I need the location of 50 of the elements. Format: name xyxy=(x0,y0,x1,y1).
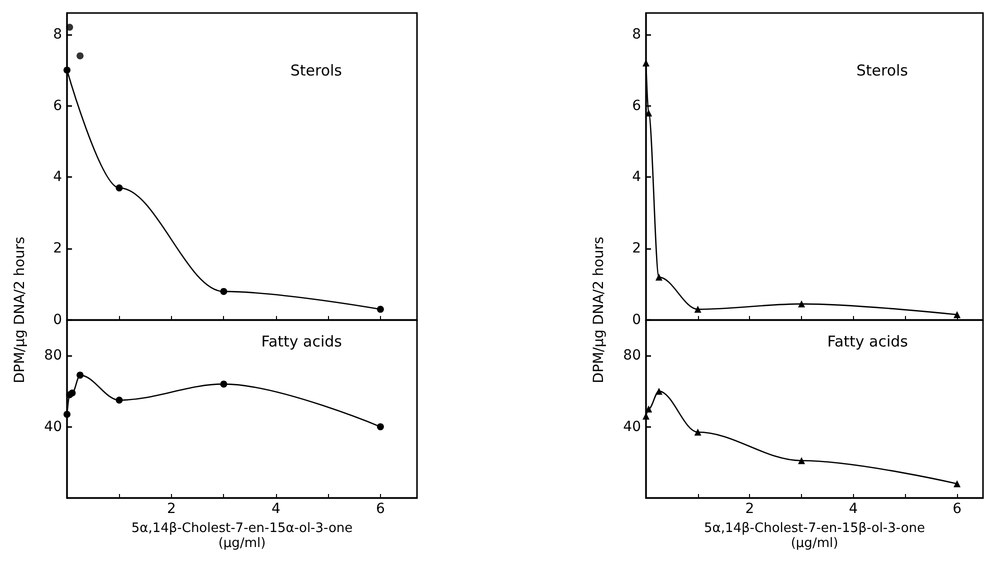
point xyxy=(64,66,70,74)
y-tick-label: 8 xyxy=(53,26,62,42)
point xyxy=(64,410,70,418)
point xyxy=(68,389,76,396)
x-tick-label: 4 xyxy=(271,501,280,517)
point xyxy=(376,423,384,430)
y-tick-label: 80 xyxy=(623,348,641,364)
point xyxy=(76,52,84,60)
x-axis-title: 5α,14β-Cholest-7-en-15α-ol-3-one (µg/ml) xyxy=(131,520,353,551)
point xyxy=(954,480,961,488)
y-tick-label: 4 xyxy=(632,169,642,186)
y-tick-label: 40 xyxy=(44,418,62,435)
point xyxy=(642,412,650,420)
annotation: Sterols xyxy=(290,62,342,80)
x-axis-title: 5α,14β-Cholest-7-en-15β-ol-3-one (µg/ml) xyxy=(704,520,926,551)
y-axis-title: DPM/µg DNA/2 hours xyxy=(12,236,28,384)
point xyxy=(116,184,123,192)
y-axis-title: DPM/µg DNA/2 hours xyxy=(591,236,607,384)
y-tick-label: 8 xyxy=(632,26,641,42)
y-tick-label: 0 xyxy=(632,312,641,328)
point xyxy=(645,109,652,116)
y-tick-label: 80 xyxy=(44,348,62,364)
point xyxy=(645,406,652,412)
point xyxy=(66,24,74,31)
annotation: Fatty acids xyxy=(261,332,342,350)
point xyxy=(694,428,702,436)
point xyxy=(655,388,662,395)
point xyxy=(798,457,806,464)
x-tick-label: 6 xyxy=(376,501,385,517)
y-tick-label: 4 xyxy=(53,169,62,186)
point xyxy=(798,300,806,308)
y-tick-label: 2 xyxy=(53,240,62,257)
x-tick-label: 2 xyxy=(167,501,176,517)
y-tick-label: 6 xyxy=(53,98,62,114)
point xyxy=(116,396,123,404)
x-tick-label: 4 xyxy=(848,501,858,517)
point xyxy=(220,380,228,388)
annotation: Fatty acids xyxy=(827,332,908,350)
y-tick-label: 0 xyxy=(53,312,62,328)
point xyxy=(655,274,662,281)
point xyxy=(76,372,84,379)
x-tick-label: 2 xyxy=(745,501,754,517)
x-tick-label: 6 xyxy=(952,501,962,517)
y-tick-label: 2 xyxy=(632,240,641,257)
y-tick-label: 40 xyxy=(623,418,641,435)
annotation: Sterols xyxy=(856,62,908,80)
point xyxy=(694,306,702,313)
point xyxy=(376,306,384,313)
point xyxy=(220,288,228,295)
y-tick-label: 6 xyxy=(632,98,642,114)
